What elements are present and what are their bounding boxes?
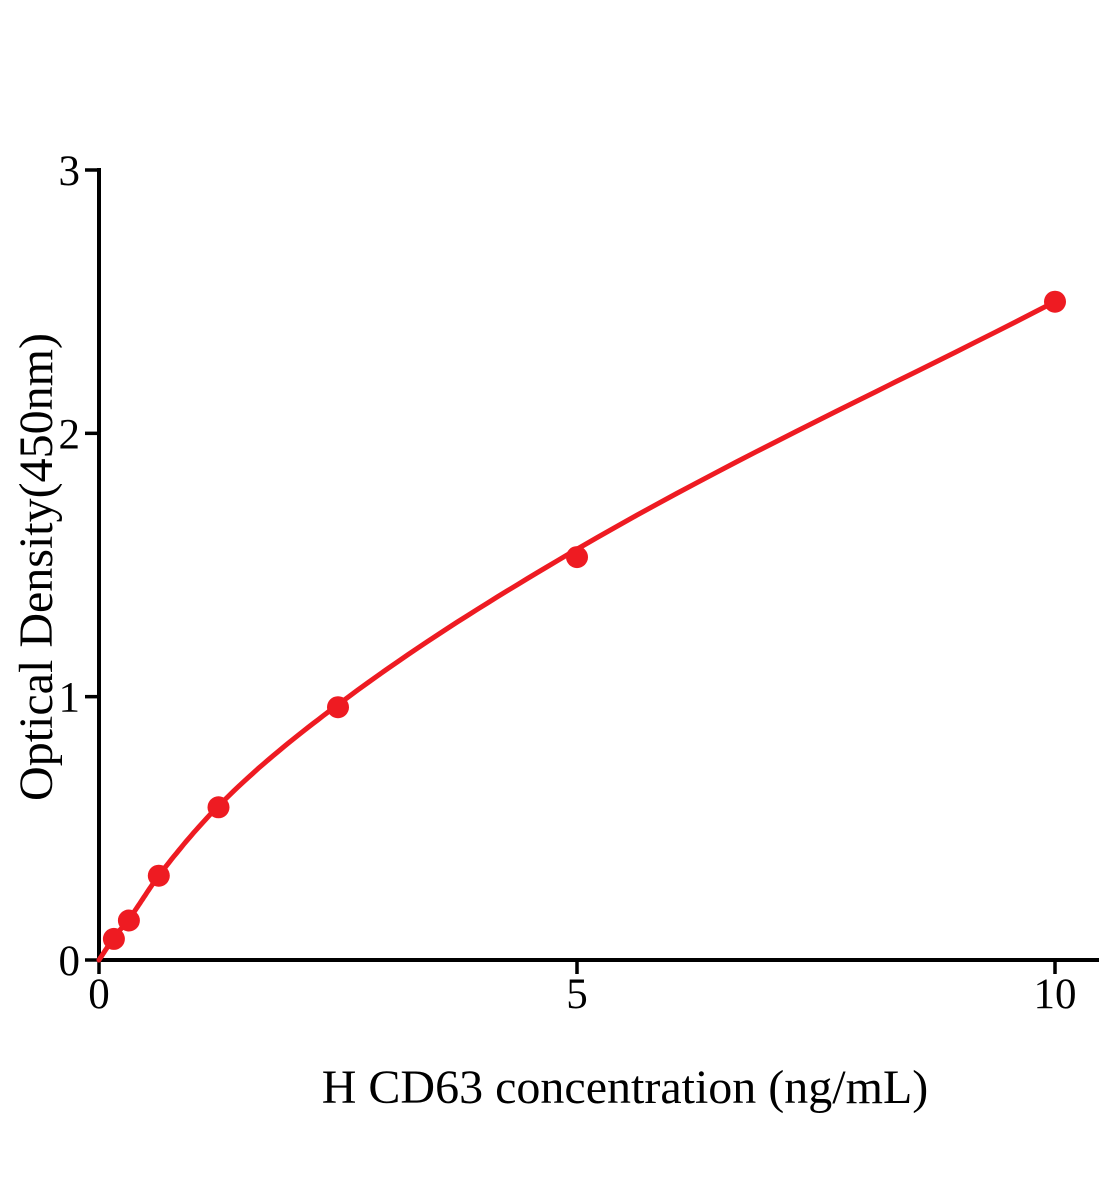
y-tick-label: 0 xyxy=(59,938,81,985)
y-axis-ticks: 0 1 2 3 xyxy=(59,148,99,985)
data-point xyxy=(207,796,230,819)
y-tick-label: 3 xyxy=(59,148,81,195)
data-point xyxy=(102,927,125,950)
y-tick-label: 2 xyxy=(59,411,81,458)
x-axis-label: H CD63 concentration (ng/mL) xyxy=(322,1061,929,1114)
data-point xyxy=(147,864,170,887)
x-tick-label: 5 xyxy=(566,971,588,1018)
data-point xyxy=(117,909,140,932)
y-axis-label: Optical Density(450nm) xyxy=(10,333,63,801)
y-tick-label: 1 xyxy=(59,675,81,722)
data-point xyxy=(327,696,349,719)
x-axis-ticks: 0 5 10 xyxy=(88,960,1077,1018)
data-point xyxy=(1044,290,1066,313)
fit-curve-line xyxy=(96,299,1058,963)
x-tick-label: 10 xyxy=(1034,971,1077,1018)
data-point xyxy=(566,546,588,569)
data-points xyxy=(102,290,1066,950)
x-tick-label: 0 xyxy=(88,971,110,1018)
